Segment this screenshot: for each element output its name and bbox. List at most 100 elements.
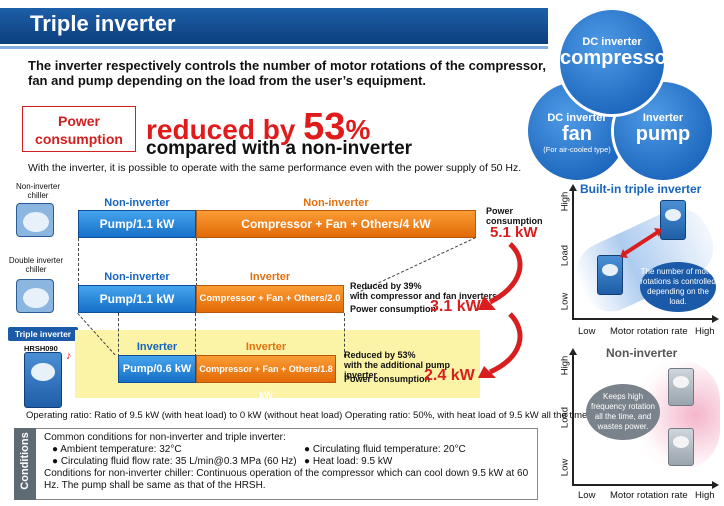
condition-ambient: ● Ambient temperature: 32°C — [52, 444, 182, 455]
row3-compressor-bar: Compressor + Fan + Others/1.8 kW — [196, 355, 336, 400]
triple-inverter-badge: Triple inverter — [8, 327, 78, 341]
conditions-row: ● Ambient temperature: 32°C ● Circulatin… — [44, 444, 534, 456]
graph-top-x-label: Motor rotation rate — [610, 326, 688, 337]
row2-compressor-bar: Compressor + Fan + Others/2.0 kW — [196, 285, 344, 330]
chiller-low-icon — [597, 255, 623, 295]
graph-bottom-x-axis — [572, 484, 712, 486]
row3-note: Reduced by 53% with the additional pump … — [344, 350, 484, 380]
row2-left-header: Non-inverter — [104, 271, 170, 283]
title-underline — [0, 46, 548, 49]
connector-line — [196, 238, 197, 286]
row1-pump-bar: Pump/1.1 kW — [78, 210, 196, 238]
row2-pump-bar: Pump/1.1 kW — [78, 285, 196, 313]
row3-left-header: Inverter — [136, 341, 178, 353]
row2-total-value: 3.1 kW — [430, 298, 481, 315]
red-arrow-icon — [488, 312, 523, 375]
reduction-arrows — [478, 242, 523, 378]
hrsh-chiller-icon — [24, 352, 62, 408]
row3-right-header: Inverter — [245, 341, 287, 353]
row3-pump-bar: Pump/0.6 kW — [118, 355, 196, 383]
compressor-small-label: DC inverter — [582, 36, 642, 48]
arrow-right-icon — [712, 481, 719, 489]
graph-top-bubble: The number of motor rotations is control… — [640, 262, 716, 312]
row1-total-value: 5.1 kW — [490, 224, 538, 241]
double-inverter-chiller-label: Double inverter chiller — [8, 256, 64, 274]
graph-top-y-high: High — [559, 191, 571, 212]
graph-top-x-high: High — [695, 326, 715, 337]
compared-text: compared with a non-inverter — [146, 138, 413, 159]
chiller-gray-low-icon — [668, 428, 694, 466]
row2-note: Reduced by 39% with compressor and fan i… — [350, 281, 500, 301]
connector-line — [118, 313, 119, 357]
arrow-up-icon — [569, 184, 577, 191]
condition-flow-rate: ● Circulating fluid flow rate: 35 L/min@… — [52, 456, 297, 467]
non-inverter-chiller-icon — [16, 203, 54, 237]
model-label: HRSH090 — [24, 344, 58, 353]
lead-text: The inverter respectively controls the n… — [28, 58, 546, 88]
graph-bottom-y-load: Load — [559, 406, 571, 429]
power-consumption-badge: Power consumption — [22, 106, 136, 152]
operating-ratio-note: Operating ratio: Ratio of 9.5 kW (with h… — [26, 410, 588, 421]
row2-right-header: Inverter — [249, 271, 291, 283]
conditions-non-inverter: Conditions for non-inverter chiller: Con… — [44, 468, 529, 491]
graph-bottom-x-label: Motor rotation rate — [610, 490, 688, 501]
row1-right-header: Non-inverter — [303, 197, 369, 209]
graph-bottom-y-high: High — [559, 355, 571, 376]
graph-top-y-axis — [572, 190, 574, 318]
conditions-row: ● Circulating fluid flow rate: 35 L/min@… — [44, 456, 534, 468]
reduced-prefix: reduced by — [146, 114, 304, 145]
graph-top-y-low: Low — [559, 292, 571, 311]
red-arrow-icon — [488, 242, 523, 305]
row3-total-value: 2.4 kW — [424, 367, 475, 384]
row3-note-line1: Reduced by 53% — [344, 350, 416, 360]
graph-bottom-x-high: High — [695, 490, 715, 501]
graph-bottom-y-low: Low — [559, 458, 571, 477]
graph-bottom-x-low: Low — [578, 490, 596, 501]
conditions-box — [14, 428, 538, 500]
chiller-high-icon — [660, 200, 686, 240]
row1-left-header: Non-inverter — [104, 197, 170, 209]
double-arrow-icon — [620, 228, 662, 258]
fan-note-label: (For air-cooled type) — [543, 145, 611, 154]
graph-top-y-load: Load — [559, 244, 571, 267]
pump-large-label: pump — [635, 123, 691, 145]
red-arrowhead-icon — [478, 296, 496, 310]
reduced-unit: % — [345, 114, 371, 145]
graph-bottom-y-axis — [572, 354, 574, 484]
row3-total-label: Power consumption — [344, 374, 431, 384]
non-inverter-chiller-label: Non-inverter chiller — [15, 182, 60, 200]
page-title: Triple inverter — [30, 11, 176, 36]
graph-top-title: Built-in triple inverter — [580, 182, 702, 196]
graph-top-x-axis — [572, 318, 712, 320]
title-bar — [0, 8, 548, 44]
row1-compressor-bar: Compressor + Fan + Others/4 kW — [196, 210, 476, 238]
fan-large-label: fan — [562, 123, 592, 145]
compressor-large-label: compressor — [560, 47, 675, 69]
connector-line — [78, 238, 79, 286]
condition-heat-load: ● Heat load: 9.5 kW — [304, 456, 393, 467]
row1-total-label: Power consumption — [486, 206, 543, 226]
graph-top-x-low: Low — [578, 326, 596, 337]
conditions-side: Conditions — [14, 428, 36, 500]
row2-note-line2: with compressor and fan inverters — [350, 291, 498, 301]
conditions-text: Common conditions for non-inverter and t… — [44, 432, 534, 492]
performance-note: With the inverter, it is possible to ope… — [28, 162, 522, 174]
connector-line — [344, 313, 345, 357]
row2-total-label: Power consumption — [350, 304, 437, 314]
conditions-intro: Common conditions for non-inverter and t… — [44, 432, 286, 443]
music-note-icon: ♪ — [66, 350, 72, 362]
graph-bottom-bubble: Keeps high frequency rotation all the ti… — [586, 384, 660, 440]
arrow-up-icon — [569, 348, 577, 355]
fan-small-label: DC inverter — [547, 112, 607, 124]
row2-note-line1: Reduced by 39% — [350, 281, 422, 291]
red-arrowhead-icon — [478, 366, 496, 378]
chiller-gray-high-icon — [668, 368, 694, 406]
compressor-circle: DC inverter compressor — [560, 10, 675, 114]
row3-note-line2: with the additional pump inverter — [344, 360, 450, 380]
reduced-value: 53 — [303, 106, 346, 148]
graph-bottom-title: Non-inverter — [606, 346, 678, 360]
condition-fluid-temp: ● Circulating fluid temperature: 20°C — [304, 444, 466, 455]
arrow-right-icon — [712, 315, 719, 323]
double-inverter-chiller-icon — [16, 279, 54, 313]
conditions-label: Conditions — [19, 432, 31, 490]
